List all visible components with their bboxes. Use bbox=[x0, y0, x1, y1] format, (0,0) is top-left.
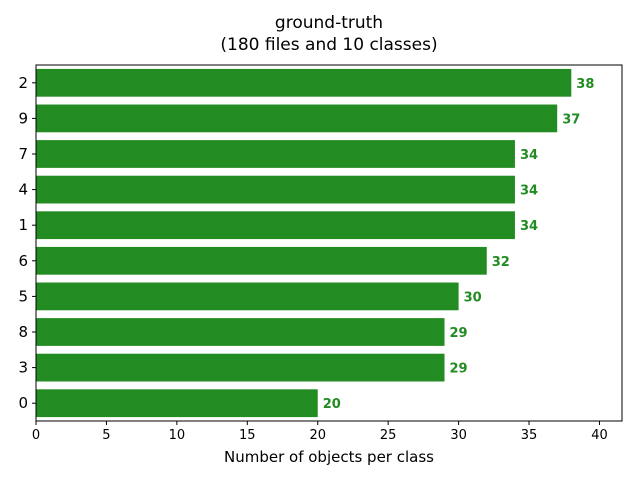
x-tick-label-15: 15 bbox=[239, 428, 256, 443]
value-labels-group: 38 37 34 34 34 32 30 29 29 20 bbox=[323, 77, 595, 412]
x-tick-label-5: 5 bbox=[102, 428, 110, 443]
category-label-9: 9 bbox=[18, 109, 28, 127]
value-label-3: 29 bbox=[450, 362, 468, 377]
x-tick-label-25: 25 bbox=[380, 428, 397, 443]
bar-3 bbox=[36, 353, 445, 382]
x-tick-label-10: 10 bbox=[169, 428, 186, 443]
bar-2 bbox=[36, 68, 572, 97]
category-label-6: 6 bbox=[18, 252, 28, 270]
x-tick-label-0: 0 bbox=[32, 428, 40, 443]
bar-1 bbox=[36, 211, 515, 240]
category-label-3: 3 bbox=[18, 359, 28, 377]
bar-6 bbox=[36, 246, 487, 275]
category-label-2: 2 bbox=[18, 74, 28, 92]
bars-group bbox=[36, 68, 572, 418]
category-label-7: 7 bbox=[18, 145, 28, 163]
category-label-4: 4 bbox=[18, 181, 28, 199]
value-label-1: 34 bbox=[520, 219, 538, 234]
x-tick-label-30: 30 bbox=[450, 428, 467, 443]
bar-4 bbox=[36, 175, 515, 204]
value-label-9: 37 bbox=[562, 112, 580, 127]
chart-title: ground-truth bbox=[274, 13, 384, 33]
plot-frame bbox=[35, 64, 623, 422]
category-label-0: 0 bbox=[18, 394, 28, 412]
value-label-4: 34 bbox=[520, 184, 538, 199]
bar-7 bbox=[36, 140, 515, 168]
chart-title-block: ground-truth (180 files and 10 classes) bbox=[36, 12, 622, 56]
category-labels-group: 2 9 7 4 1 6 5 8 3 0 bbox=[18, 74, 36, 412]
value-label-7: 34 bbox=[520, 148, 538, 163]
x-ticks-group: 0 5 10 15 20 25 30 35 40 bbox=[32, 421, 608, 443]
category-label-1: 1 bbox=[18, 216, 28, 234]
chart-subtitle: (180 files and 10 classes) bbox=[220, 35, 438, 55]
x-tick-label-40: 40 bbox=[591, 428, 608, 443]
bar-5 bbox=[36, 282, 459, 311]
bar-9 bbox=[36, 104, 558, 133]
bar-8 bbox=[36, 318, 445, 346]
value-label-0: 20 bbox=[323, 397, 341, 412]
value-label-5: 30 bbox=[464, 290, 482, 305]
x-tick-label-20: 20 bbox=[309, 428, 326, 443]
x-tick-label-35: 35 bbox=[521, 428, 538, 443]
value-label-2: 38 bbox=[576, 77, 594, 92]
category-label-5: 5 bbox=[18, 287, 28, 305]
value-label-8: 29 bbox=[450, 326, 468, 341]
category-label-8: 8 bbox=[18, 323, 28, 341]
x-axis-title: Number of objects per class bbox=[224, 448, 434, 466]
value-label-6: 32 bbox=[492, 255, 510, 270]
bar-0 bbox=[36, 389, 318, 418]
